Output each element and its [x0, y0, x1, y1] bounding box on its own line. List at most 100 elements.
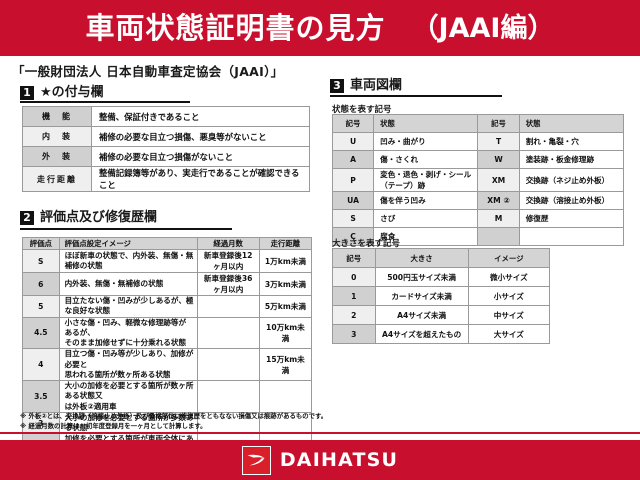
column-header: 大きさ — [374, 248, 469, 268]
state-description-cell: 交換跡（溶接止め外板） — [518, 191, 625, 210]
star-criteria-table: 機 能整備、保証付きであること内 装補修の必要な目立つ損傷、悪臭等がないこと外 … — [22, 106, 310, 192]
state-description-cell: 変色・退色・剥げ・シール（テープ）跡 — [373, 168, 479, 192]
state-description-cell — [518, 227, 625, 246]
criteria-value: 整備記録簿等があり、実走行であることが確認できること — [91, 166, 310, 192]
section-3-rule — [330, 95, 502, 97]
state-symbol-row: S さび M 修復歴 — [331, 209, 625, 228]
size-image-cell: 大サイズ — [467, 324, 551, 344]
evaluation-row: S ほぼ新車の状態で、内外装、無傷・無補修の状態 新車登録後12ヶ月以内 1万km未満 — [22, 249, 313, 273]
symbol-cell: 1 — [332, 286, 376, 306]
size-symbol-table: 記号 大きさ イメージ 0 500円玉サイズ未満 微小サイズ 1 カードサイズ未満 小サイズ 2 A… — [332, 248, 551, 344]
criteria-label: 外 装 — [22, 146, 92, 167]
page-title-suffix: （JAAI編） — [411, 12, 555, 44]
score-description-cell: 目立たない傷・凹みが少しあるが、極な良好な状態 — [58, 295, 198, 318]
symbol-cell — [477, 227, 520, 246]
state-symbol-row: U 凹み・曲がり T 割れ・亀裂・穴 — [331, 132, 625, 151]
evaluation-row: 4.5 小さな傷・凹み、軽微な修理跡等があるが、 そのまま加修せずに十分乗れる状態… — [22, 316, 313, 350]
size-header-row: 記号 大きさ イメージ — [332, 248, 551, 268]
size-symbol-caption: 大きさを表す記号 — [332, 239, 401, 249]
symbol-cell: W — [477, 150, 520, 169]
daihatsu-logo-icon — [241, 445, 271, 475]
symbol-cell: P — [331, 168, 375, 192]
section-2-rule — [20, 228, 232, 230]
symbol-cell: XM ② — [477, 191, 520, 210]
months-cell: 新車登録後12ヶ月以内 — [196, 249, 260, 273]
title-banner: 車両状態証明書の見方 （JAAI編） — [0, 0, 640, 56]
size-image-cell: 中サイズ — [467, 305, 551, 325]
column-header: 評価点 — [22, 237, 60, 250]
section-3-heading: 3 車両図欄 — [330, 79, 402, 93]
distance-cell: 10万km未満 — [258, 316, 313, 350]
months-cell — [196, 316, 260, 350]
section-1-heading: 1 ★の付与欄 — [20, 86, 104, 100]
section-1-number: 1 — [20, 86, 34, 100]
brand-name: DAIHATSU — [279, 449, 399, 471]
size-symbol-row: 0 500円玉サイズ未満 微小サイズ — [332, 267, 551, 287]
months-cell — [196, 295, 260, 318]
association-name: 「一般財団法人 日本自動車査定協会（JAAI）」 — [12, 64, 284, 79]
column-header: 状態 — [373, 114, 479, 133]
column-header: 記号 — [332, 248, 376, 268]
criteria-value: 補修の必要な目立つ損傷がないこと — [91, 146, 310, 167]
column-header: イメージ — [467, 248, 551, 268]
score-cell: 6 — [22, 272, 60, 296]
section-3-title: 車両図欄 — [350, 78, 403, 93]
column-header: 経過月数 — [196, 237, 260, 250]
section-2-number: 2 — [20, 211, 34, 225]
state-symbol-caption: 状態を表す記号 — [332, 105, 392, 115]
state-description-cell: さび — [373, 209, 479, 228]
score-description-cell: 大小の加修を必要とする箇所が数ヶ所ある状態又 は外板②適用車 — [58, 380, 198, 413]
size-symbol-row: 1 カードサイズ未満 小サイズ — [332, 286, 551, 306]
symbol-cell: S — [331, 209, 375, 228]
symbol-cell: UA — [331, 191, 375, 210]
symbol-cell: 2 — [332, 305, 376, 325]
column-header: 評価点設定イメージ — [58, 237, 198, 250]
section-2-title: 評価点及び修復歴欄 — [40, 210, 158, 225]
size-description-cell: カードサイズ未満 — [374, 286, 469, 306]
section-2-notes: ※ 外板②とは、交換跡（溶接止め外板）及び骨格部位に修復歴をともなない損傷又は痕… — [20, 412, 328, 430]
state-symbol-row: C 腐食 — [331, 227, 625, 246]
symbol-cell: A — [331, 150, 375, 169]
column-header: 記号 — [477, 114, 520, 133]
evaluation-header-row: 評価点 評価点設定イメージ 経過月数 走行距離 — [22, 237, 313, 250]
score-description-cell: 小さな傷・凹み、軽微な修理跡等があるが、 そのまま加修せずに十分乗れる状態 — [58, 316, 198, 350]
size-description-cell: A4サイズ未満 — [374, 305, 469, 325]
state-header-row: 記号 状態 記号 状態 — [331, 114, 625, 133]
size-image-cell: 微小サイズ — [467, 267, 551, 287]
footer-banner: DAIHATSU — [0, 440, 640, 480]
star-criteria-row: 外 装補修の必要な目立つ損傷がないこと — [22, 146, 310, 167]
months-cell — [196, 380, 260, 413]
symbol-cell: U — [331, 132, 375, 151]
symbol-cell: M — [477, 209, 520, 228]
symbol-cell: 0 — [332, 267, 376, 287]
section-1-rule — [20, 101, 190, 103]
criteria-label: 内 装 — [22, 126, 92, 147]
distance-cell — [258, 380, 313, 413]
score-description-cell: 目立つ傷・凹み等が少しあり、加修が必要と 思われる箇所が数ヶ所ある状態 — [58, 348, 198, 381]
score-cell: 5 — [22, 295, 60, 318]
page-title: 車両状態証明書の見方 — [85, 10, 386, 45]
star-criteria-row: 機 能整備、保証付きであること — [22, 106, 310, 127]
footer-divider — [0, 432, 640, 434]
size-description-cell: 500円玉サイズ未満 — [374, 267, 469, 287]
evaluation-row: 5 目立たない傷・凹みが少しあるが、極な良好な状態 5万km未満 — [22, 295, 313, 318]
state-symbol-row: A 傷・さくれ W 塗装跡・板金修理跡 — [331, 150, 625, 169]
criteria-label: 走行距離 — [22, 166, 92, 192]
criteria-value: 整備、保証付きであること — [91, 106, 310, 127]
state-symbol-table: 記号 状態 記号 状態 U 凹み・曲がり T 割れ・亀裂・穴 A 傷・さくれ W 塗装跡・板金修理跡 P… — [331, 114, 625, 246]
distance-cell: 1万km未満 — [258, 249, 313, 273]
column-header: 状態 — [518, 114, 625, 133]
symbol-cell: T — [477, 132, 520, 151]
distance-cell: 5万km未満 — [258, 295, 313, 318]
section-3-number: 3 — [330, 79, 344, 93]
symbol-cell: XM — [477, 168, 520, 192]
criteria-value: 補修の必要な目立つ損傷、悪臭等がないこと — [91, 126, 310, 147]
size-image-cell: 小サイズ — [467, 286, 551, 306]
state-symbol-row: UA 傷を伴う凹み XM ② 交換跡（溶接止め外板） — [331, 191, 625, 210]
score-description-cell: ほぼ新車の状態で、内外装、無傷・無補修の状態 — [58, 249, 198, 273]
column-header: 記号 — [331, 114, 375, 133]
state-description-cell: 交換跡（ネジ止め外板） — [518, 168, 625, 192]
score-description-cell: 内外装、無傷・無補修の状態 — [58, 272, 198, 296]
state-description-cell: 傷を伴う凹み — [373, 191, 479, 210]
